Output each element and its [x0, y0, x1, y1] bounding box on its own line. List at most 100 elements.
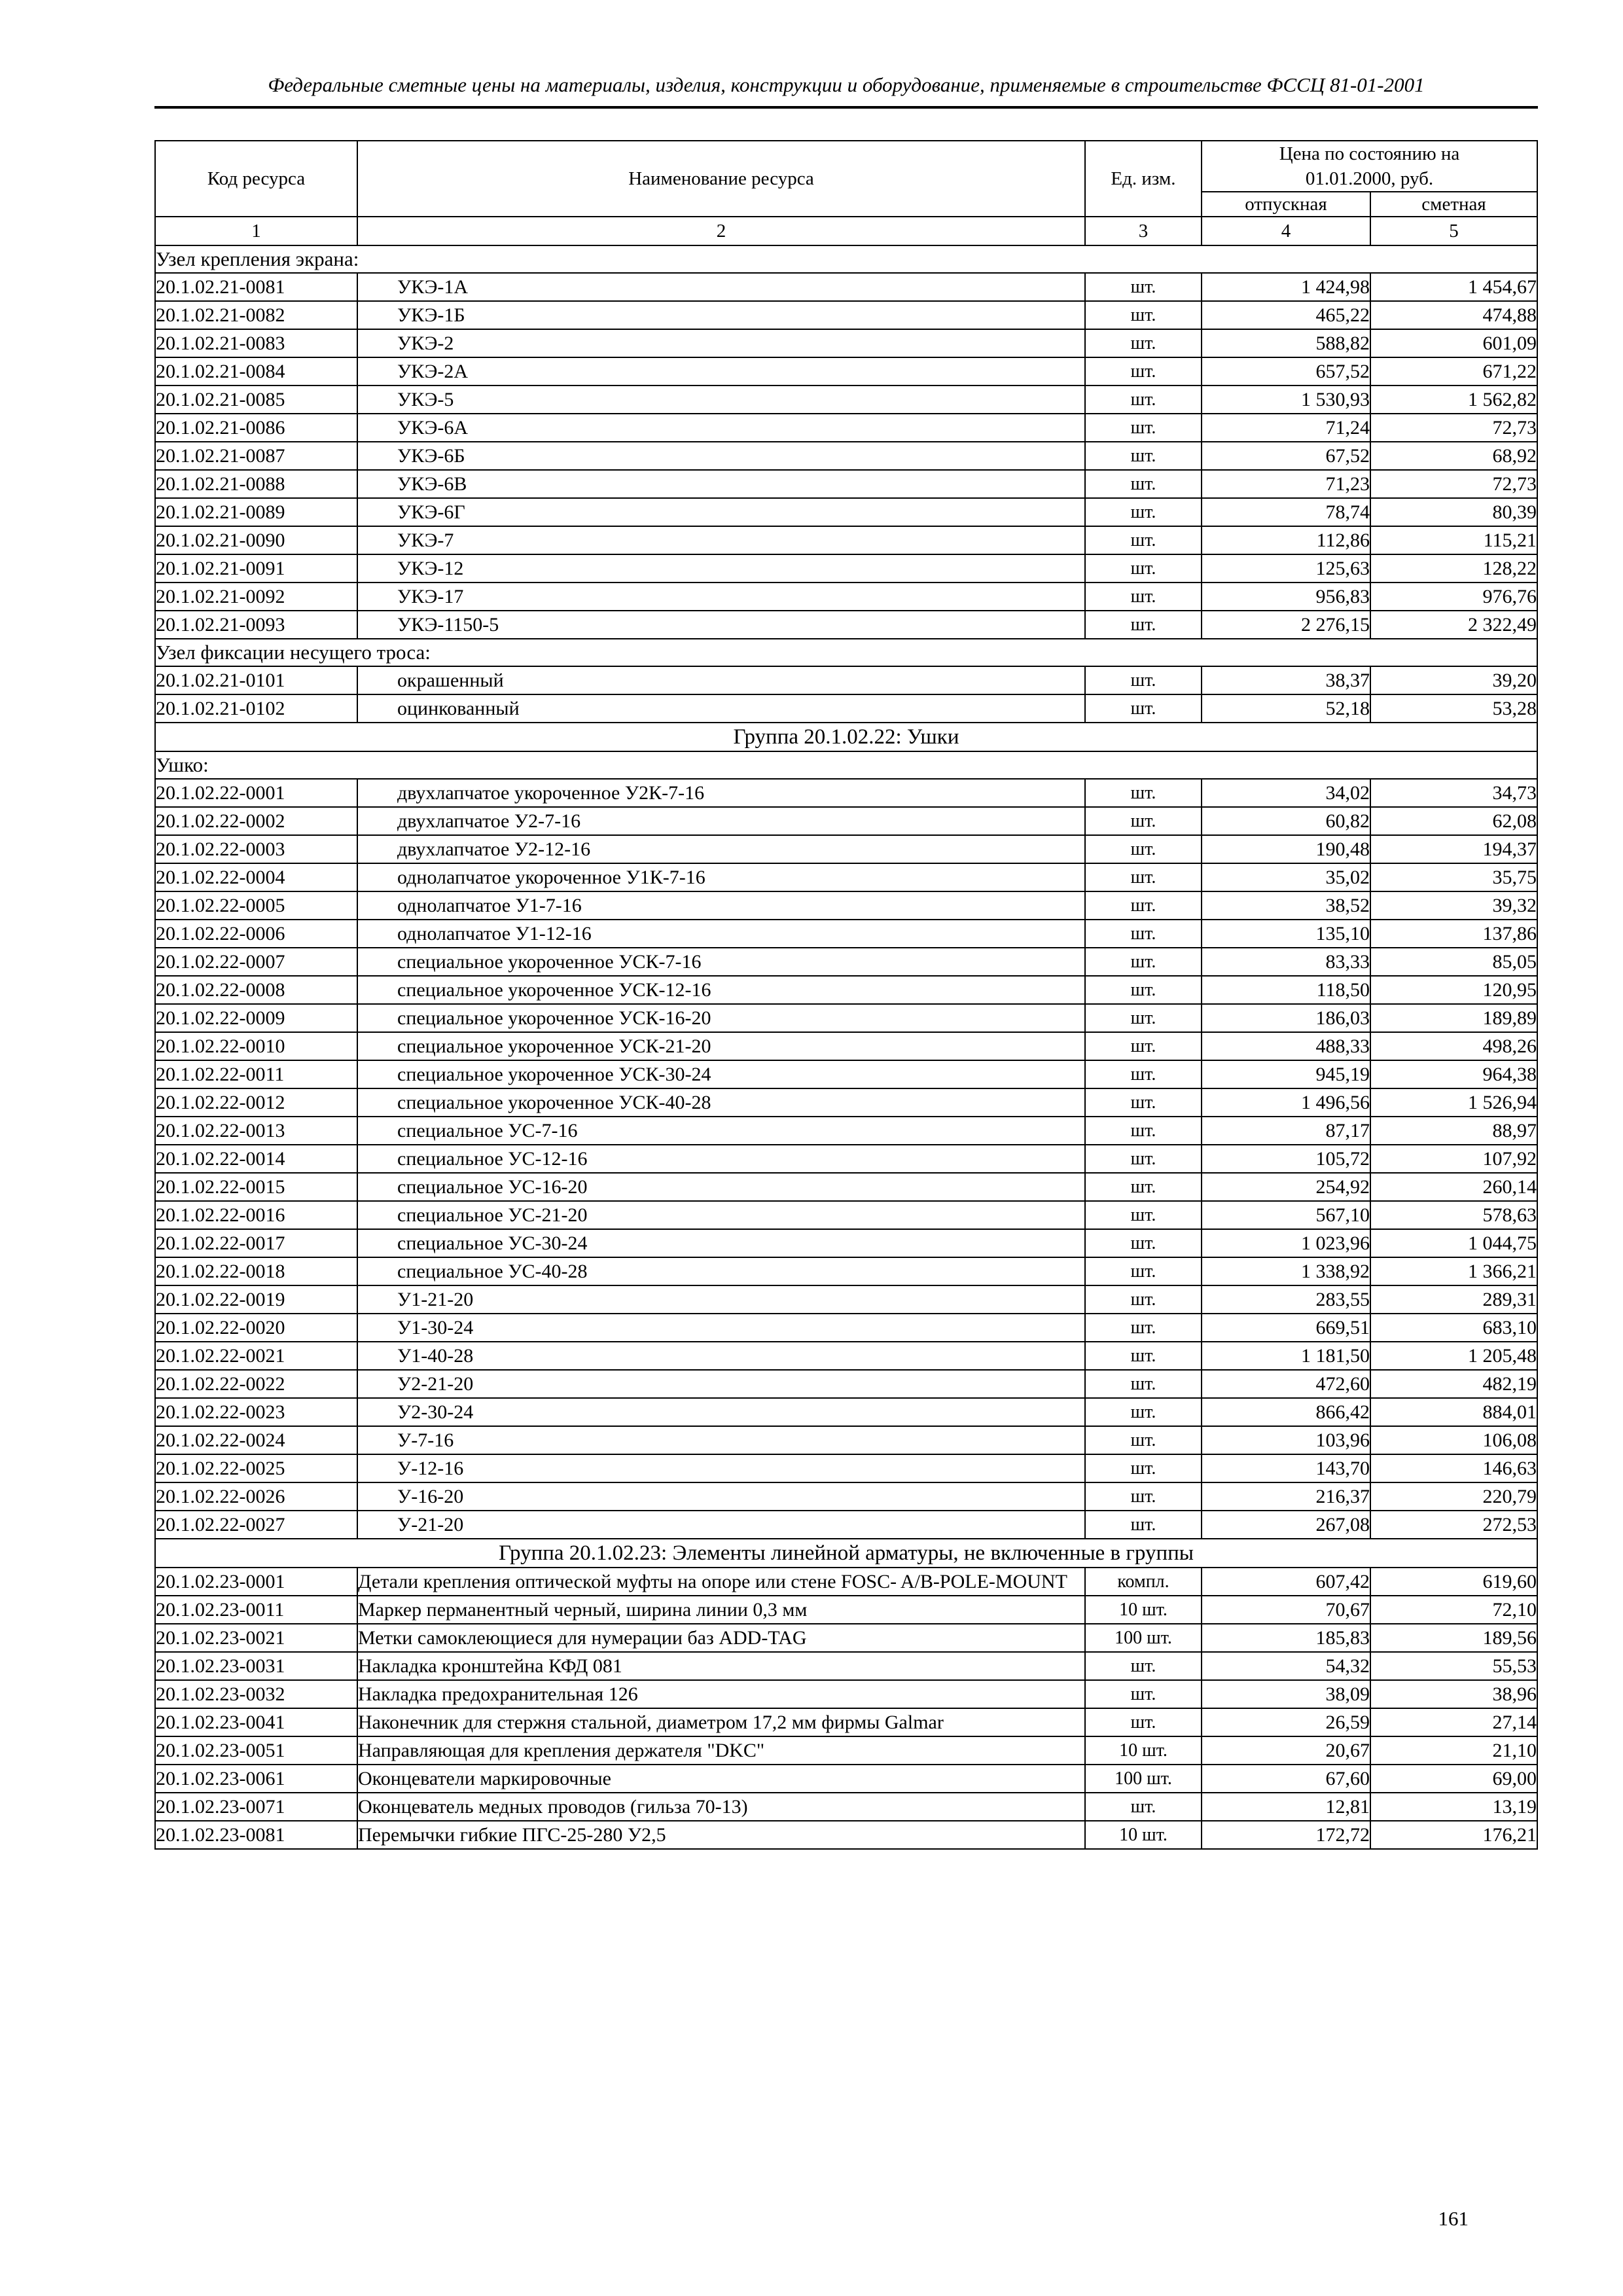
table-row: 20.1.02.21-0086 УКЭ-6А шт. 71,24 72,73 [154, 413, 1538, 442]
unit-of-measure: шт. [1084, 1088, 1202, 1117]
unit-of-measure: шт. [1084, 385, 1202, 414]
resource-code: 20.1.02.22-0015 [154, 1172, 358, 1202]
resource-name: специальное УС-30-24 [357, 1229, 1086, 1258]
price-estimate: 13,19 [1370, 1792, 1538, 1821]
subsection-heading-label: Узел фиксации несущего троса: [154, 638, 1538, 667]
resource-code: 20.1.02.21-0101 [154, 666, 358, 695]
resource-code: 20.1.02.22-0020 [154, 1313, 358, 1342]
price-release: 1 023,96 [1201, 1229, 1371, 1258]
unit-of-measure: шт. [1084, 1708, 1202, 1737]
price-release: 186,03 [1201, 1003, 1371, 1033]
unit-of-measure: 10 шт. [1084, 1820, 1202, 1850]
price-release: 488,33 [1201, 1031, 1371, 1061]
price-estimate: 1 044,75 [1370, 1229, 1538, 1258]
price-release: 54,32 [1201, 1651, 1371, 1681]
price-estimate: 220,79 [1370, 1482, 1538, 1511]
price-release: 71,23 [1201, 469, 1371, 499]
price-release: 185,83 [1201, 1623, 1371, 1653]
price-release: 60,82 [1201, 806, 1371, 836]
subsection-heading-row: Ушко: [154, 751, 1538, 780]
price-estimate: 88,97 [1370, 1116, 1538, 1145]
unit-of-measure: шт. [1084, 1679, 1202, 1709]
price-release: 103,96 [1201, 1426, 1371, 1455]
price-estimate: 176,21 [1370, 1820, 1538, 1850]
unit-of-measure: шт. [1084, 329, 1202, 358]
price-release: 465,22 [1201, 300, 1371, 330]
price-estimate: 34,73 [1370, 778, 1538, 808]
page-number: 161 [1438, 2207, 1469, 2230]
table-row: 20.1.02.23-0021 Метки самоклеющиеся для н… [154, 1623, 1538, 1653]
price-estimate: 128,22 [1370, 554, 1538, 583]
table-row: 20.1.02.22-0011 специальное укороченное У… [154, 1060, 1538, 1089]
resource-code: 20.1.02.21-0084 [154, 357, 358, 386]
unit-of-measure: шт. [1084, 1426, 1202, 1455]
price-estimate: 260,14 [1370, 1172, 1538, 1202]
resource-name: УКЭ-6А [357, 413, 1086, 442]
table-row: 20.1.02.22-0002 двухлапчатое У2-7-16 шт. 60… [154, 806, 1538, 836]
price-estimate: 85,05 [1370, 947, 1538, 977]
price-estimate: 194,37 [1370, 834, 1538, 864]
price-estimate: 964,38 [1370, 1060, 1538, 1089]
price-estimate: 120,95 [1370, 975, 1538, 1005]
resource-name: Детали крепления оптической муфты на опо… [357, 1567, 1086, 1596]
table-row: 20.1.02.21-0081 УКЭ-1А шт. 1 424,98 1 454,67 [154, 272, 1538, 302]
resource-name: У1-21-20 [357, 1285, 1086, 1314]
resource-code: 20.1.02.23-0071 [154, 1792, 358, 1821]
table-row: 20.1.02.23-0081 Перемычки гибкие ПГС-25-2… [154, 1820, 1538, 1850]
resource-code: 20.1.02.22-0013 [154, 1116, 358, 1145]
resource-code: 20.1.02.22-0010 [154, 1031, 358, 1061]
price-estimate: 189,89 [1370, 1003, 1538, 1033]
resource-code: 20.1.02.22-0007 [154, 947, 358, 977]
price-estimate: 683,10 [1370, 1313, 1538, 1342]
unit-of-measure: шт. [1084, 1397, 1202, 1427]
price-release: 83,33 [1201, 947, 1371, 977]
table-body: Узел крепления экрана: 20.1.02.21-0081 УКЭ… [154, 245, 1538, 1850]
price-estimate: 39,32 [1370, 891, 1538, 920]
price-release: 52,18 [1201, 694, 1371, 723]
price-estimate: 107,92 [1370, 1144, 1538, 1174]
table-row: 20.1.02.22-0010 специальное укороченное У… [154, 1031, 1538, 1061]
unit-of-measure: шт. [1084, 919, 1202, 948]
price-release: 254,92 [1201, 1172, 1371, 1202]
price-release: 472,60 [1201, 1369, 1371, 1399]
price-group-line-1: Цена по состоянию на [1279, 143, 1460, 164]
price-estimate: 976,76 [1370, 582, 1538, 611]
unit-of-measure: шт. [1084, 1200, 1202, 1230]
unit-of-measure: шт. [1084, 863, 1202, 892]
price-estimate: 55,53 [1370, 1651, 1538, 1681]
header-rule [154, 106, 1538, 109]
resource-code: 20.1.02.21-0086 [154, 413, 358, 442]
resource-name: У-16-20 [357, 1482, 1086, 1511]
price-release: 607,42 [1201, 1567, 1371, 1596]
price-table-wrapper: Код ресурса Наименование ресурса Ед. изм… [154, 140, 1538, 1850]
table-row: 20.1.02.22-0007 специальное укороченное У… [154, 947, 1538, 977]
column-number-3: 3 [1084, 216, 1202, 246]
resource-code: 20.1.02.22-0016 [154, 1200, 358, 1230]
resource-name: УКЭ-6Б [357, 441, 1086, 471]
resource-name: УКЭ-1150-5 [357, 610, 1086, 639]
resource-code: 20.1.02.23-0081 [154, 1820, 358, 1850]
resource-name: специальное УС-21-20 [357, 1200, 1086, 1230]
resource-name: УКЭ-6Г [357, 497, 1086, 527]
table-row: 20.1.02.21-0082 УКЭ-1Б шт. 465,22 474,88 [154, 300, 1538, 330]
price-release: 12,81 [1201, 1792, 1371, 1821]
unit-of-measure: шт. [1084, 1454, 1202, 1483]
price-release: 38,52 [1201, 891, 1371, 920]
unit-of-measure: шт. [1084, 834, 1202, 864]
table-row: 20.1.02.22-0027 У-21-20 шт. 267,08 272,53 [154, 1510, 1538, 1539]
price-estimate: 578,63 [1370, 1200, 1538, 1230]
resource-name: специальное укороченное УСК-12-16 [357, 975, 1086, 1005]
resource-name: однолапчатое У1-12-16 [357, 919, 1086, 948]
resource-name: У2-21-20 [357, 1369, 1086, 1399]
price-estimate: 62,08 [1370, 806, 1538, 836]
price-estimate: 80,39 [1370, 497, 1538, 527]
table-row: 20.1.02.22-0022 У2-21-20 шт. 472,60 482,19 [154, 1369, 1538, 1399]
running-header: Федеральные сметные цены на материалы, и… [268, 73, 1425, 96]
table-row: 20.1.02.22-0020 У1-30-24 шт. 669,51 683,10 [154, 1313, 1538, 1342]
unit-of-measure: шт. [1084, 497, 1202, 527]
resource-code: 20.1.02.22-0005 [154, 891, 358, 920]
table-row: 20.1.02.23-0051 Направляющая для креплени… [154, 1736, 1538, 1765]
price-release: 135,10 [1201, 919, 1371, 948]
unit-of-measure: шт. [1084, 806, 1202, 836]
resource-code: 20.1.02.22-0021 [154, 1341, 358, 1371]
